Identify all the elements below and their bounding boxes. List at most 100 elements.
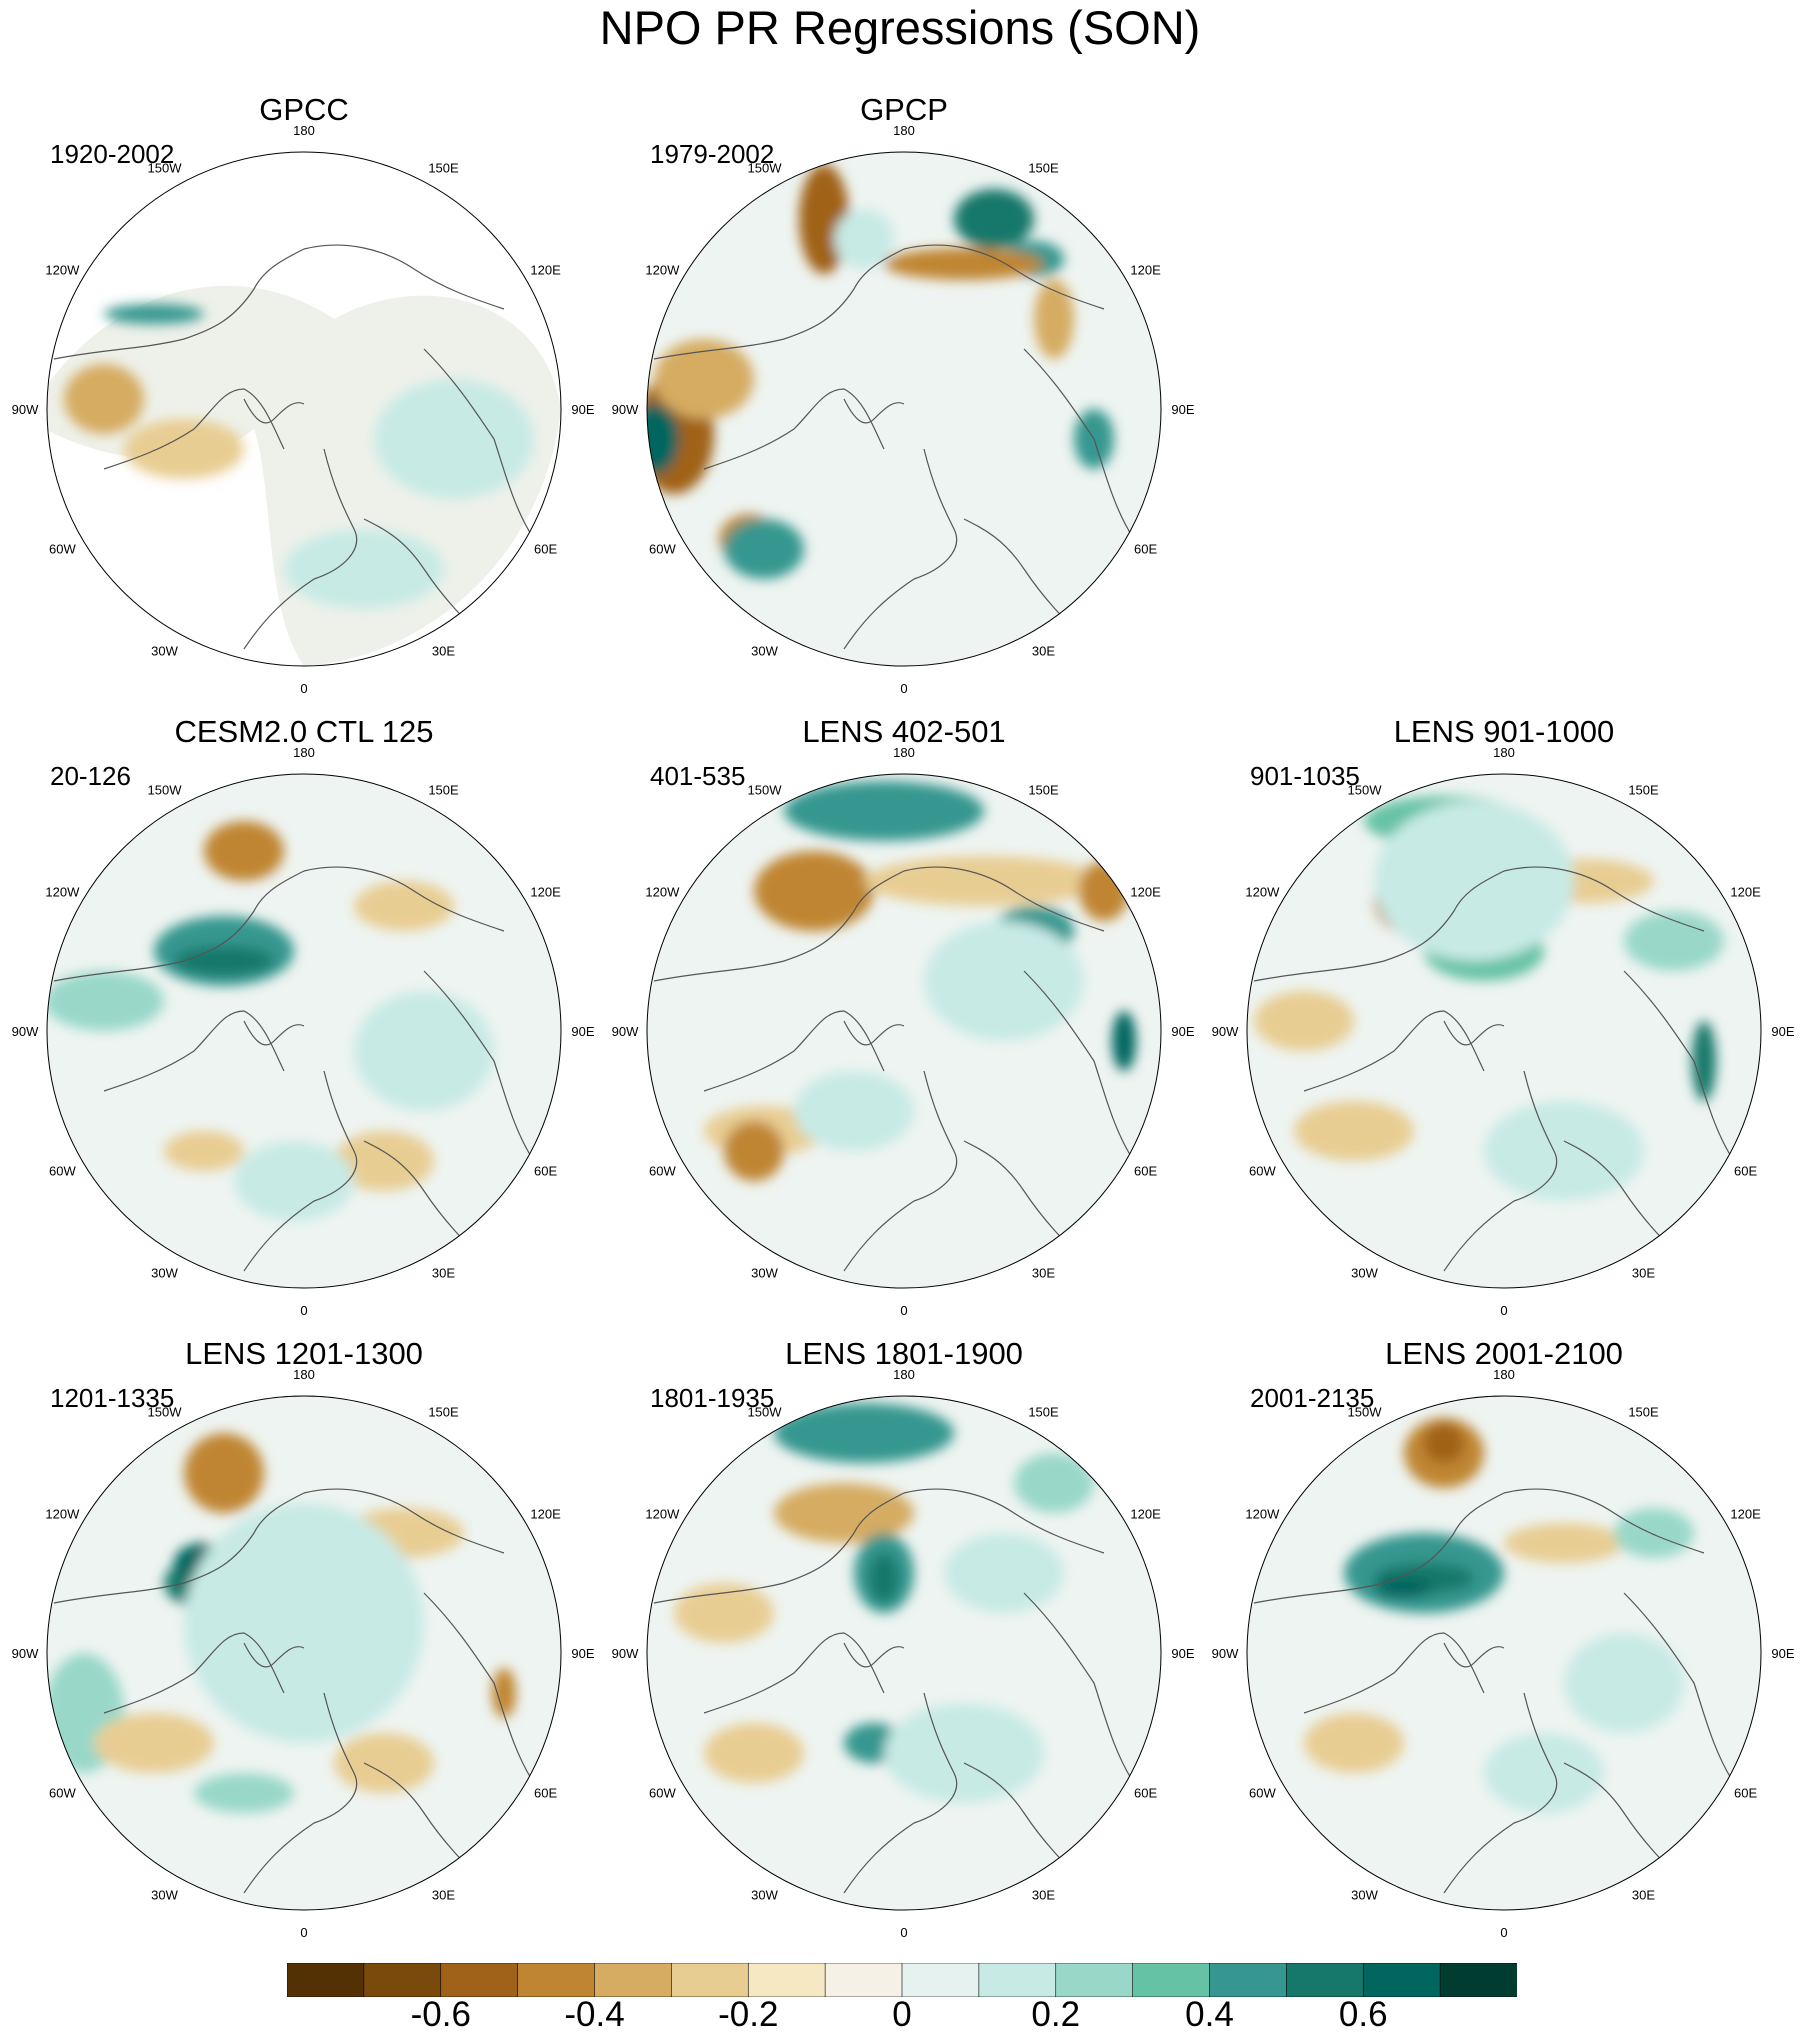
longitude-label: 90E: [1771, 1024, 1794, 1039]
anomaly-patch: [774, 1483, 914, 1543]
coastline: [1023, 1592, 1135, 1784]
longitude-label: 90W: [12, 1646, 39, 1661]
longitude-label: 150W: [148, 160, 183, 175]
longitude-label: 90W: [612, 402, 639, 417]
colorbar-swatch: [594, 1963, 673, 1997]
anomaly-patch: [724, 1121, 784, 1181]
map-background: [647, 774, 1161, 1288]
longitude-label: 150W: [1348, 1404, 1383, 1419]
anomaly-patch: [704, 1723, 804, 1783]
anomaly-patch: [794, 1071, 914, 1151]
longitude-label: 0: [1500, 1925, 1507, 1940]
map-border: [46, 1395, 562, 1911]
longitude-label: 120E: [1130, 263, 1161, 278]
anomaly-patch: [94, 1713, 214, 1773]
coastline: [703, 1010, 885, 1092]
coastline: [243, 1642, 305, 1668]
polar-map: 180 150E 120E 90E 60E 30E 0 30W 60W 90W 120W 150W: [12, 1367, 595, 1940]
coastline: [303, 866, 505, 932]
anomaly-patch: [724, 519, 804, 579]
colorbar-swatch: [747, 1963, 826, 1997]
colorbar-tick-label: -0.2: [718, 1995, 779, 2034]
longitude-label: 180: [1493, 1367, 1515, 1382]
polar-map: 180 150E 120E 90E 60E 30E 0 30W 60W 90W 120W 150W: [612, 123, 1195, 696]
anomaly-patch: [954, 189, 1034, 249]
anomaly-patch: [204, 821, 284, 881]
longitude-label: 30W: [151, 644, 178, 659]
longitude-label: 30W: [751, 1888, 778, 1903]
coastline: [313, 448, 358, 580]
anomaly-patch: [1484, 1101, 1644, 1201]
anomaly-patch: [124, 419, 244, 479]
longitude-label: 30W: [1351, 1266, 1378, 1281]
anomaly-patch: [924, 921, 1084, 1041]
polar-map: 180 150E 120E 90E 60E 30E 0 30W 60W 90W 120W 150W: [612, 745, 1195, 1318]
longitude-label: 180: [893, 745, 915, 760]
longitude-label: 60E: [534, 542, 557, 557]
longitude-label: 90E: [1171, 1646, 1194, 1661]
colorbar-swatch: [824, 1963, 903, 1997]
colorbar-tick-label: -0.6: [410, 1995, 471, 2034]
anomaly-patch: [194, 1773, 294, 1813]
longitude-label: 90W: [1212, 1646, 1239, 1661]
panel-period: 401-535: [650, 761, 746, 791]
coastline: [1443, 1822, 1515, 1894]
figure-title: NPO PR Regressions (SON): [599, 1, 1201, 54]
longitude-label: 120E: [530, 1507, 561, 1522]
longitude-label: 120W: [45, 1507, 80, 1522]
longitude-label: 150E: [1628, 1404, 1659, 1419]
longitude-label: 150E: [1628, 782, 1659, 797]
coastline: [1443, 1020, 1505, 1046]
map-panel-lens-1801-1900: LENS 1801-1900 1801-1935 180 150E 120E 90E 6…: [604, 1334, 1204, 1954]
longitude-label: 30E: [1632, 1266, 1655, 1281]
panel-title: LENS 1201-1300: [185, 1336, 423, 1371]
longitude-label: 150W: [148, 1404, 183, 1419]
map-border: [1246, 773, 1762, 1289]
coastline: [423, 348, 535, 540]
anomaly-patch: [1374, 801, 1574, 961]
coastline: [1303, 1010, 1485, 1092]
coastline: [1503, 1488, 1705, 1554]
longitude-label: 30E: [1032, 1888, 1055, 1903]
longitude-label: 120W: [645, 263, 680, 278]
coastline: [913, 448, 958, 580]
colorbar-tick-label: 0: [892, 1995, 912, 2034]
coastline: [53, 870, 305, 982]
colorbar-swatch: [1132, 1963, 1211, 1997]
longitude-label: 0: [300, 1925, 307, 1940]
coastline: [313, 1070, 358, 1202]
longitude-label: 60W: [649, 1164, 676, 1179]
longitude-label: 90E: [571, 1646, 594, 1661]
panel-title: LENS 901-1000: [1393, 714, 1615, 749]
coastline: [423, 1592, 535, 1784]
coastline: [53, 248, 305, 360]
anomaly-patch: [492, 1668, 516, 1718]
longitude-label: 0: [900, 1303, 907, 1318]
longitude-label: 30W: [151, 1888, 178, 1903]
anomaly-patch: [1614, 1508, 1694, 1558]
coastline: [1513, 1692, 1558, 1824]
longitude-label: 120W: [1245, 1507, 1280, 1522]
longitude-label: 150W: [748, 1404, 783, 1419]
coastline: [53, 1492, 305, 1604]
coastline: [103, 388, 285, 470]
coastline: [913, 1070, 958, 1202]
map-border: [646, 151, 1162, 667]
longitude-label: 180: [893, 1367, 915, 1382]
coastline: [243, 1020, 305, 1046]
coastline: [1303, 1632, 1485, 1714]
map-border: [46, 151, 562, 667]
panel-period: 2001-2135: [1250, 1383, 1375, 1413]
anomaly-patch: [374, 379, 534, 499]
anomaly-patch: [654, 339, 754, 419]
longitude-label: 30E: [432, 1888, 455, 1903]
longitude-label: 90W: [12, 1024, 39, 1039]
coastline: [843, 1020, 905, 1046]
colorbar-swatch: [671, 1963, 750, 1997]
coastline: [1623, 1592, 1735, 1784]
longitude-label: 120W: [645, 1507, 680, 1522]
longitude-label: 90E: [571, 402, 594, 417]
longitude-label: 0: [300, 1303, 307, 1318]
map-panel-gpcc: GPCC 1920-2002 180 150E 120E 90E 60E 30E 0 30W 6…: [4, 90, 604, 710]
longitude-label: 150E: [1028, 160, 1059, 175]
